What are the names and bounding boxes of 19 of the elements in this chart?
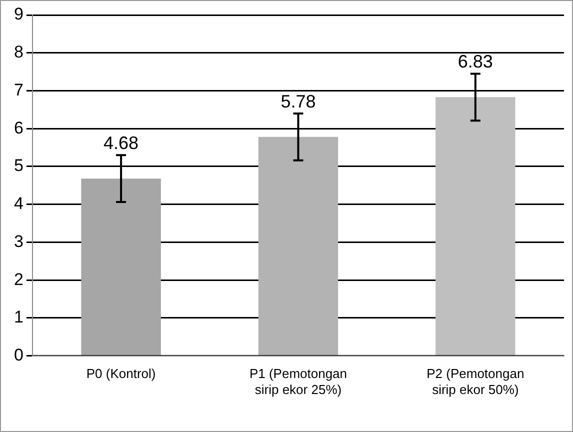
y-tick-label: 3 bbox=[14, 232, 24, 251]
y-tick-label: 4 bbox=[14, 194, 24, 214]
y-tick-label: 8 bbox=[14, 42, 24, 62]
bar bbox=[258, 136, 338, 356]
y-tick-label: 6 bbox=[14, 118, 24, 138]
bar bbox=[436, 97, 516, 356]
y-tick-label: 2 bbox=[14, 270, 24, 289]
y-tick-label: 7 bbox=[14, 80, 24, 100]
y-tick-label: 0 bbox=[14, 345, 24, 364]
x-tick-label: P2 (Pemotongan sirip ekor 50%) bbox=[426, 366, 524, 397]
y-tick-label: 1 bbox=[14, 308, 24, 327]
y-tick-label: 9 bbox=[14, 4, 24, 24]
x-tick-label: P1 (Pemotongan sirip ekor 25%) bbox=[249, 366, 348, 397]
data-label: 6.83 bbox=[458, 52, 493, 72]
y-tick-label: 5 bbox=[14, 156, 24, 176]
bar bbox=[81, 178, 161, 356]
data-label: 4.68 bbox=[104, 133, 139, 154]
data-label: 5.78 bbox=[280, 91, 316, 112]
x-tick-label: P0 (Kontrol) bbox=[86, 366, 156, 382]
